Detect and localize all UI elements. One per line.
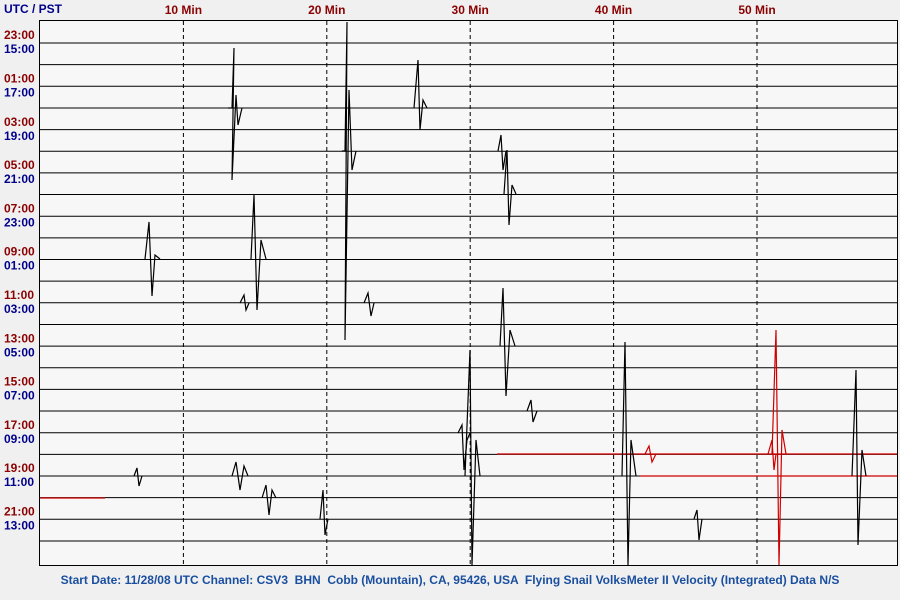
labels: 10 Min 20 Min 30 Min 40 Min 50 Min23:0015:00… xyxy=(4,3,776,532)
pst-label: 09:00 xyxy=(4,432,35,446)
zone-label: UTC / PST xyxy=(4,2,63,16)
footer: Start Date: 11/28/08 UTC Channel: CSV3 B… xyxy=(61,573,840,587)
traces xyxy=(40,21,897,566)
spike xyxy=(693,509,703,541)
spike xyxy=(497,134,507,171)
spike xyxy=(144,221,161,297)
pst-label: 17:00 xyxy=(4,85,35,99)
utc-label: 09:00 xyxy=(4,245,35,259)
spike xyxy=(342,21,357,341)
pst-label: 23:00 xyxy=(4,215,35,229)
spike xyxy=(457,422,471,471)
plot-frame xyxy=(39,20,898,566)
minute-tick-label: 30 Min xyxy=(452,3,489,17)
minute-tick-label: 40 Min xyxy=(595,3,632,17)
utc-label: 13:00 xyxy=(4,331,35,345)
spike xyxy=(413,59,428,131)
minute-tick-label: 50 Min xyxy=(738,3,775,17)
minute-tick-label: 20 Min xyxy=(308,3,345,17)
utc-label: 17:00 xyxy=(4,418,35,432)
spike xyxy=(239,290,375,317)
spike xyxy=(503,149,517,226)
spike xyxy=(526,399,538,423)
pst-label: 05:00 xyxy=(4,345,35,359)
pst-label: 19:00 xyxy=(4,129,35,143)
spike xyxy=(133,461,249,491)
utc-label: 23:00 xyxy=(4,28,35,42)
utc-label: 21:00 xyxy=(4,504,35,518)
utc-label: 15:00 xyxy=(4,375,35,389)
utc-label: 11:00 xyxy=(4,288,34,302)
utc-label: 01:00 xyxy=(4,71,35,85)
event-trace xyxy=(40,453,897,499)
utc-label: 03:00 xyxy=(4,115,35,129)
spike xyxy=(250,194,267,311)
pst-label: 01:00 xyxy=(4,259,35,273)
spike xyxy=(621,341,637,566)
pst-label: 13:00 xyxy=(4,518,35,532)
spike xyxy=(851,369,867,546)
pst-label: 15:00 xyxy=(4,42,35,56)
pst-label: 07:00 xyxy=(4,389,35,403)
minute-tick-label: 10 Min xyxy=(165,3,202,17)
pst-label: 11:00 xyxy=(4,475,34,489)
utc-label: 19:00 xyxy=(4,461,35,475)
pst-label: 21:00 xyxy=(4,172,35,186)
spike xyxy=(464,349,481,566)
spike xyxy=(499,287,516,397)
pst-label: 03:00 xyxy=(4,302,35,316)
spike xyxy=(261,484,329,536)
utc-label: 05:00 xyxy=(4,158,35,172)
utc-label: 07:00 xyxy=(4,201,35,215)
spike xyxy=(644,439,777,471)
spike xyxy=(228,47,243,181)
spike xyxy=(771,329,787,566)
